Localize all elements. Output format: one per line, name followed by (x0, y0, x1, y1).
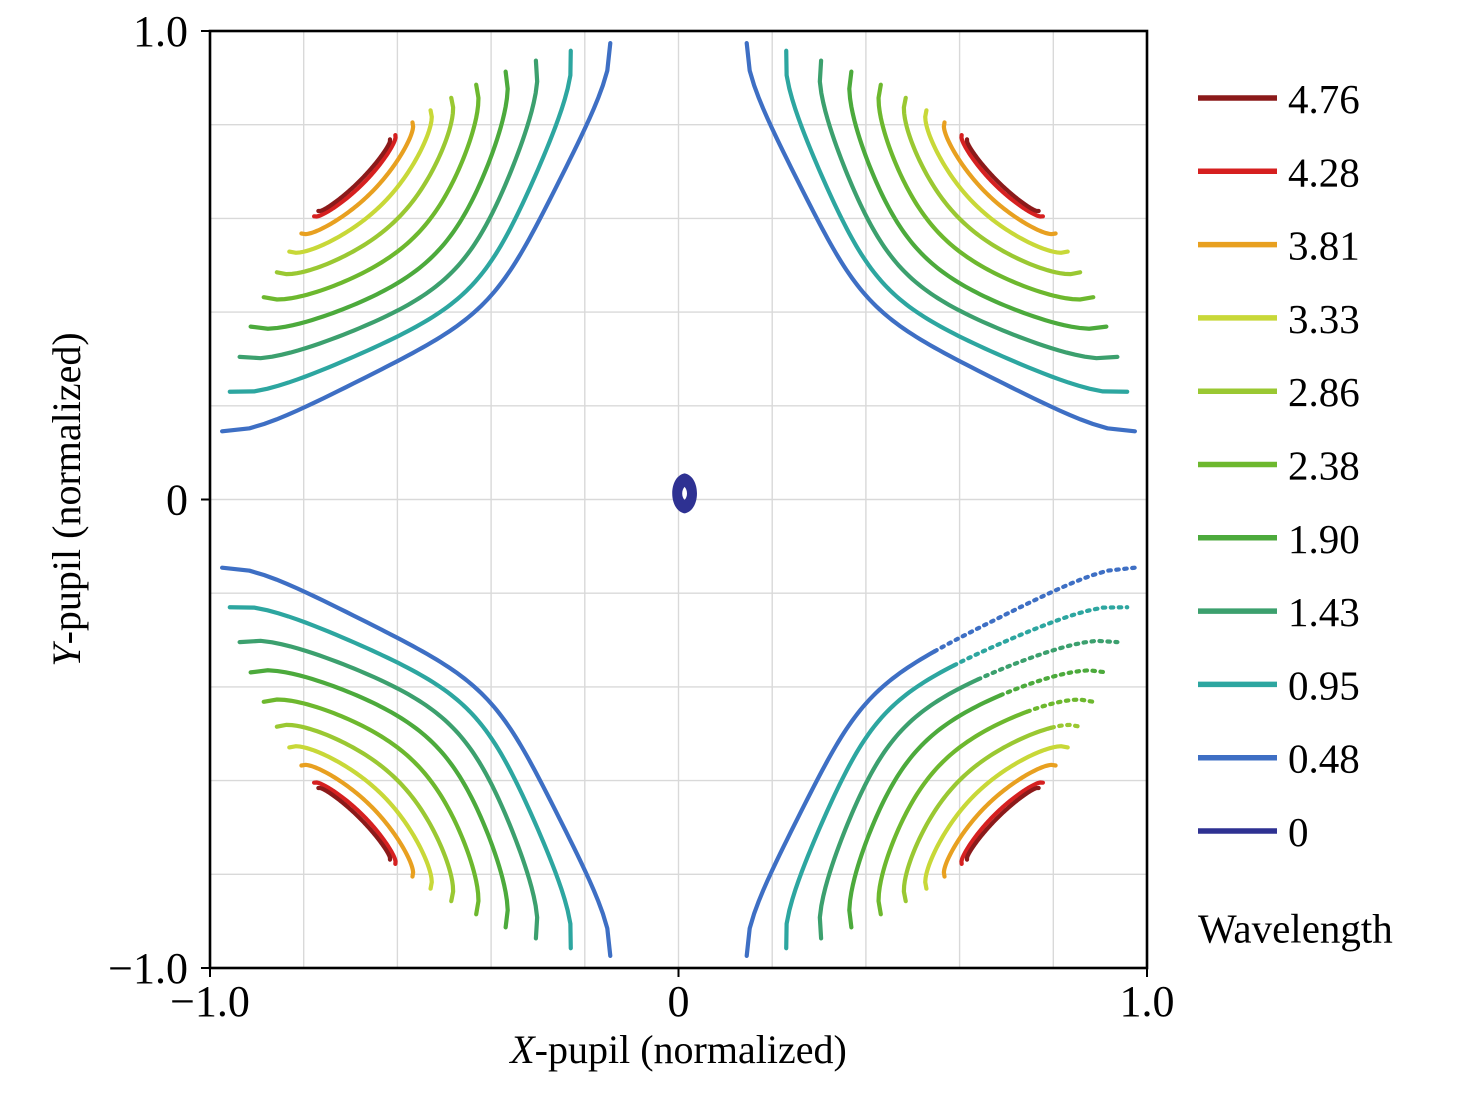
svg-text:1.0: 1.0 (1120, 977, 1175, 1026)
svg-text:0: 0 (668, 977, 690, 1026)
svg-text:Wavelength: Wavelength (1198, 905, 1393, 951)
svg-text:4.28: 4.28 (1288, 149, 1360, 195)
svg-text:0.95: 0.95 (1288, 662, 1360, 708)
svg-text:2.38: 2.38 (1288, 443, 1360, 489)
svg-text:2.86: 2.86 (1288, 369, 1360, 415)
svg-text:1.90: 1.90 (1288, 516, 1360, 562)
svg-text:3.33: 3.33 (1288, 296, 1360, 342)
svg-text:1.0: 1.0 (133, 7, 188, 56)
svg-text:4.76: 4.76 (1288, 76, 1360, 122)
svg-text:3.81: 3.81 (1288, 223, 1360, 269)
svg-text:−1.0: −1.0 (108, 944, 188, 993)
svg-text:0.48: 0.48 (1288, 736, 1360, 782)
svg-text:1.43: 1.43 (1288, 589, 1360, 635)
svg-text:0: 0 (166, 476, 188, 525)
svg-text:0: 0 (1288, 809, 1309, 855)
svg-text:Y-pupil (normalized): Y-pupil (normalized) (44, 332, 89, 666)
svg-text:X-pupil (normalized): X-pupil (normalized) (508, 1027, 847, 1072)
